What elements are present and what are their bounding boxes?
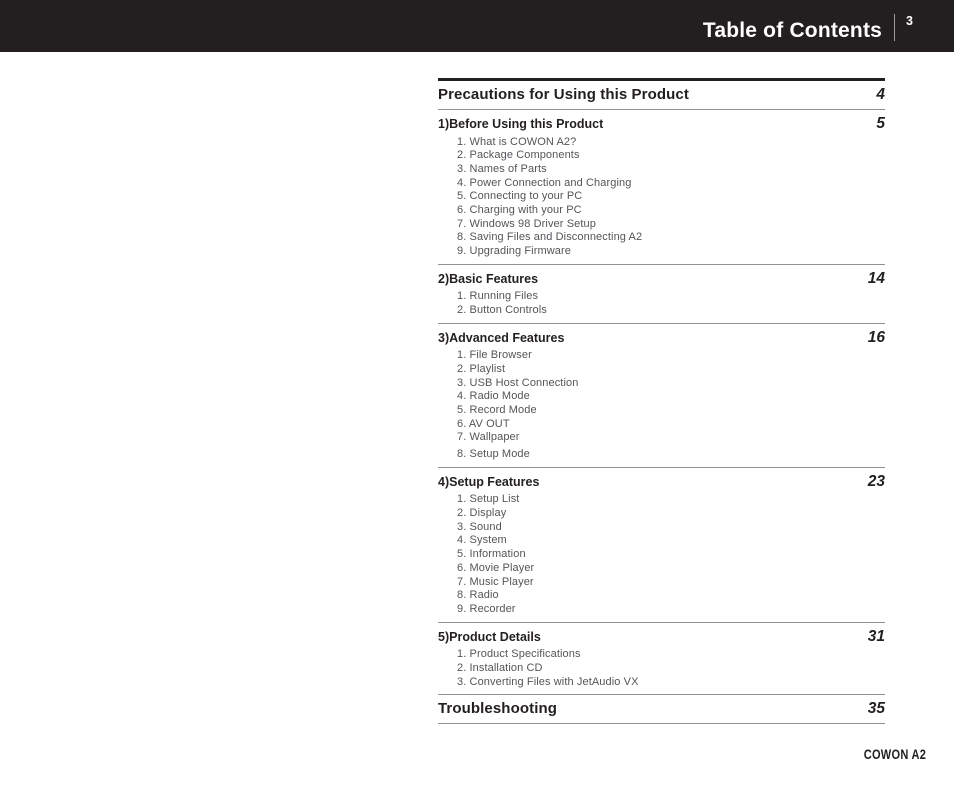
toc-item: 2. Display: [457, 507, 507, 520]
toc-item: 4. Radio Mode: [457, 390, 530, 403]
toc-item: 8. Saving Files and Disconnecting A2: [457, 231, 643, 244]
toc-section: 3)Advanced Features 16 1. File Browser 2. P…: [438, 324, 885, 468]
toc-item: 7. Wallpaper: [457, 431, 520, 444]
section-title: 2)Basic Features: [438, 271, 539, 286]
toc-item-list: 1. Running Files 2. Button Controls: [438, 290, 885, 322]
toc-item: 2. Installation CD: [457, 661, 543, 674]
toc-item: 1. File Browser: [457, 349, 532, 362]
section-title: 1)Before Using this Product: [438, 117, 604, 131]
toc-item: 3. Sound: [457, 520, 502, 533]
page-title: Table of Contents: [702, 18, 883, 42]
toc-item: 9. Upgrading Firmware: [457, 245, 571, 258]
header-divider: [894, 13, 896, 41]
brand-label: COWON A2: [863, 747, 926, 762]
toc-item: 6. Movie Player: [457, 561, 535, 574]
toc-section: 1)Before Using this Product 5 1. What is C…: [438, 110, 885, 265]
header-page-number: 3: [906, 13, 913, 28]
toc-item: 8. Setup Mode: [457, 448, 530, 461]
toc-section-header: Precautions for Using this Product 4: [438, 81, 885, 109]
toc-section: Precautions for Using this Product 4: [438, 78, 885, 110]
section-page-number: 14: [867, 269, 885, 287]
toc-section: 5)Product Details 31 1. Product Specificat…: [438, 623, 885, 696]
toc-section: 4)Setup Features 23 1. Setup List 2. Displa…: [438, 468, 885, 623]
page-header-bar: Table of Contents 3: [0, 0, 954, 52]
toc-item: 2. Package Components: [457, 149, 580, 162]
toc-item-list: 1. Product Specifications 2. Installation…: [438, 648, 885, 694]
toc-item: 3. Converting Files with JetAudio VX: [457, 675, 639, 688]
section-title: Troubleshooting: [438, 700, 557, 718]
toc-item: 5. Information: [457, 548, 526, 561]
section-page-number: 5: [876, 115, 885, 132]
toc-item: 3. USB Host Connection: [457, 376, 579, 389]
toc-item: 6. AV OUT: [457, 417, 510, 430]
section-page-number: 31: [867, 627, 885, 645]
section-title: 5)Product Details: [438, 629, 541, 644]
toc-item: 1. Running Files: [457, 290, 539, 303]
toc-item: 5. Connecting to your PC: [457, 190, 583, 203]
toc-item: 4. System: [457, 534, 507, 547]
toc-section-header: 2)Basic Features 14: [438, 265, 885, 287]
toc-item: 4. Power Connection and Charging: [457, 176, 632, 189]
toc-section-header: 3)Advanced Features 16: [438, 324, 885, 346]
toc-section-header: 1)Before Using this Product 5: [438, 110, 885, 132]
toc-section: 2)Basic Features 14 1. Running Files 2. But…: [438, 265, 885, 324]
toc-item: 1. Setup List: [457, 493, 520, 506]
toc-item: 7. Windows 98 Driver Setup: [457, 217, 596, 230]
toc-item: 6. Charging with your PC: [457, 204, 582, 217]
section-title: 4)Setup Features: [438, 474, 540, 489]
toc-item: 8. Radio: [457, 589, 499, 602]
toc-item: 2. Button Controls: [457, 304, 547, 317]
toc-item-list: 1. Setup List 2. Display 3. Sound 4. System…: [438, 493, 885, 621]
toc-section: Troubleshooting 35: [438, 695, 885, 725]
section-page-number: 4: [876, 86, 885, 103]
toc-section-header: 4)Setup Features 23: [438, 468, 885, 490]
toc-section-header: Troubleshooting 35: [438, 695, 885, 723]
toc-item-list: 1. What is COWON A2? 2. Package Component…: [438, 136, 885, 264]
toc-section-header: 5)Product Details 31: [438, 623, 885, 645]
toc-item: 5. Record Mode: [457, 404, 537, 417]
section-page-number: 23: [867, 472, 885, 490]
section-page-number: 35: [867, 700, 885, 718]
toc-item: 2. Playlist: [457, 362, 506, 375]
toc-item: 3. Names of Parts: [457, 162, 547, 175]
toc-item: 1. What is COWON A2?: [457, 135, 577, 148]
toc-item: 9. Recorder: [457, 602, 516, 615]
toc-item: 1. Product Specifications: [457, 648, 581, 661]
toc-item-list: 1. File Browser 2. Playlist 3. USB Host Co…: [438, 349, 885, 467]
table-of-contents: Precautions for Using this Product 4 1)Bef…: [438, 78, 885, 725]
section-page-number: 16: [867, 328, 885, 346]
section-title: 3)Advanced Features: [438, 330, 565, 345]
section-title: Precautions for Using this Product: [438, 86, 689, 103]
toc-item: 7. Music Player: [457, 575, 534, 588]
